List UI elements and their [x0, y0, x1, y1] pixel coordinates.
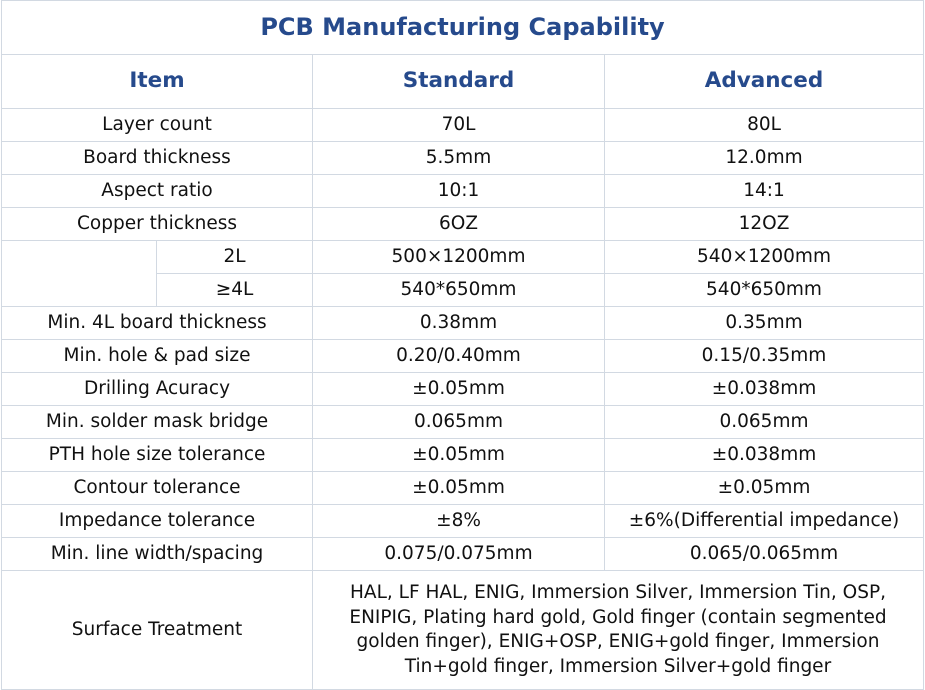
table-row: Min. line width/spacing 0.075/0.075mm 0.… [1, 537, 924, 571]
row-label: Surface Treatment [1, 570, 313, 690]
advanced-value: 14:1 [604, 174, 924, 208]
table-row: Layer count 70L 80L [1, 108, 924, 142]
advanced-value: 12.0mm [604, 141, 924, 175]
table-row: PTH hole size tolerance ±0.05mm ±0.038mm [1, 438, 924, 472]
advanced-value: ±0.038mm [604, 438, 924, 472]
standard-value: 500×1200mm [312, 240, 605, 274]
surface-line: ENIPIG, Plating hard gold, Gold finger (… [349, 606, 887, 628]
advanced-value: 80L [604, 108, 924, 142]
advanced-value: 540*650mm [604, 273, 924, 307]
standard-value: ±0.05mm [312, 372, 605, 406]
table-row: Impedance tolerance ±8% ±6%(Differential… [1, 504, 924, 538]
row-label: Aspect ratio [1, 174, 313, 208]
row-label: Min. hole & pad size [1, 339, 313, 373]
table-row: Min. 4L board thickness 0.38mm 0.35mm [1, 306, 924, 340]
standard-value: 70L [312, 108, 605, 142]
table-row: 2L 500×1200mm 540×1200mm [1, 240, 924, 307]
surface-treatment-value: HAL, LF HAL, ENIG, Immersion Silver, Imm… [312, 570, 924, 690]
row-label: Contour tolerance [1, 471, 313, 505]
standard-value: 10:1 [312, 174, 605, 208]
row-label: PTH hole size tolerance [1, 438, 313, 472]
table-row: Copper thickness 6OZ 12OZ [1, 207, 924, 241]
sub-label: 2L [156, 240, 313, 274]
advanced-value: 0.15/0.35mm [604, 339, 924, 373]
standard-value: 0.20/0.40mm [312, 339, 605, 373]
standard-value: ±8% [312, 504, 605, 538]
row-label: Min. solder mask bridge [1, 405, 313, 439]
table-row: Min. solder mask bridge 0.065mm 0.065mm [1, 405, 924, 439]
standard-value: 540*650mm [312, 273, 605, 307]
standard-value: ±0.05mm [312, 471, 605, 505]
row-label: Min. line width/spacing [1, 537, 313, 571]
standard-value: 0.38mm [312, 306, 605, 340]
title-row: PCB Manufacturing Capability [1, 0, 924, 55]
advanced-value: 12OZ [604, 207, 924, 241]
row-label: Layer count [1, 108, 313, 142]
row-label: Board thickness [1, 141, 313, 175]
table-row: ≥4L 540*650mm 540*650mm [2, 273, 924, 307]
table-title: PCB Manufacturing Capability [1, 0, 924, 55]
table-row: Min. hole & pad size 0.20/0.40mm 0.15/0.… [1, 339, 924, 373]
standard-value: 5.5mm [312, 141, 605, 175]
standard-value: 0.065mm [312, 405, 605, 439]
header-item: Item [1, 54, 313, 109]
header-row: Item Standard Advanced [1, 54, 924, 109]
advanced-value: 0.35mm [604, 306, 924, 340]
table-row: Contour tolerance ±0.05mm ±0.05mm [1, 471, 924, 505]
surface-line: golden finger), ENIG+OSP, ENIG+gold fing… [356, 631, 880, 652]
table-row: Surface Treatment HAL, LF HAL, ENIG, Imm… [1, 570, 924, 690]
board-size-label-cell [1, 240, 157, 307]
header-standard: Standard [312, 54, 605, 109]
row-label: Impedance tolerance [1, 504, 313, 538]
standard-value: 0.075/0.075mm [312, 537, 605, 571]
surface-line: Tin+gold finger, Immersion Silver+gold f… [404, 655, 832, 677]
advanced-value: ±0.038mm [604, 372, 924, 406]
standard-value: ±0.05mm [312, 438, 605, 472]
sub-label: ≥4L [156, 273, 313, 307]
table-row: Drilling Acuracy ±0.05mm ±0.038mm [1, 372, 924, 406]
advanced-value: ±6%(Differential impedance) [604, 504, 924, 538]
advanced-value: 0.065/0.065mm [604, 537, 924, 571]
surface-line: HAL, LF HAL, ENIG, Immersion Silver, Imm… [350, 582, 886, 603]
table-row: Board thickness 5.5mm 12.0mm [1, 141, 924, 175]
advanced-value: 540×1200mm [604, 240, 924, 274]
table-row: Aspect ratio 10:1 14:1 [1, 174, 924, 208]
advanced-value: ±0.05mm [604, 471, 924, 505]
header-advanced: Advanced [604, 54, 924, 109]
advanced-value: 0.065mm [604, 405, 924, 439]
standard-value: 6OZ [312, 207, 605, 241]
surface-treatment-text: HAL, LF HAL, ENIG, Immersion Silver, Imm… [313, 581, 923, 679]
row-label: Min. 4L board thickness [1, 306, 313, 340]
row-label: Drilling Acuracy [1, 372, 313, 406]
row-label: Copper thickness [1, 207, 313, 241]
